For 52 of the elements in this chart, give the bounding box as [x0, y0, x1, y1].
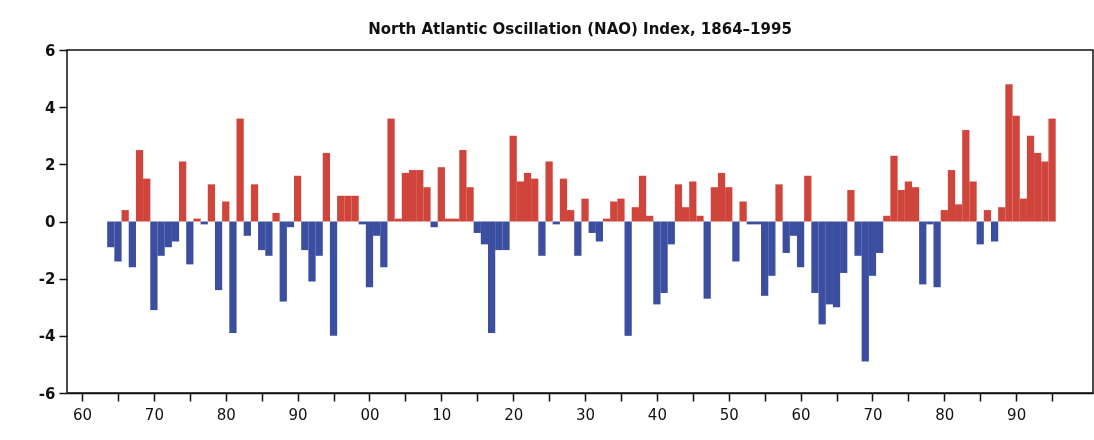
y-tick-label: 2	[45, 155, 56, 174]
bar	[624, 221, 632, 336]
bar	[222, 201, 230, 222]
bar	[186, 221, 194, 265]
bar	[322, 152, 330, 222]
x-tick-label: 20	[504, 405, 524, 424]
bar	[976, 221, 984, 245]
x-tick-label: 30	[575, 405, 596, 424]
bar	[732, 221, 740, 262]
x-tick-label: 40	[647, 405, 667, 424]
bar	[128, 221, 136, 268]
bar	[121, 210, 129, 222]
x-tick-label: 90	[288, 405, 308, 424]
x-tick-label: 70	[144, 405, 164, 424]
bar	[983, 210, 992, 222]
y-tick-label: 0	[45, 213, 56, 231]
bar	[990, 221, 999, 242]
x-tick-label: 00	[360, 405, 380, 424]
bar	[272, 212, 280, 222]
x-tick-label: 10	[432, 405, 452, 424]
x-tick-label: 80	[935, 405, 955, 424]
bar	[329, 221, 338, 336]
bar	[775, 184, 783, 222]
bar	[214, 221, 223, 291]
x-tick-label: 70	[863, 405, 883, 424]
bar	[703, 221, 711, 299]
y-tick-label: -4	[38, 327, 56, 346]
y-tick-label: -2	[38, 270, 56, 289]
y-tick-label: -6	[38, 384, 56, 403]
bar	[236, 118, 244, 222]
bar	[739, 201, 747, 222]
bar	[250, 184, 259, 222]
x-tick-label: 50	[719, 405, 739, 424]
bar	[293, 175, 302, 222]
chart-title: North Atlantic Oscillation (NAO) Index, 1864–1995	[368, 20, 792, 38]
bar	[538, 221, 546, 256]
x-tick-label: 90	[1007, 405, 1027, 424]
x-tick-label: 60	[73, 405, 93, 424]
x-tick-label: 80	[216, 405, 236, 424]
y-tick-label: 6	[45, 41, 56, 60]
bar	[574, 221, 582, 256]
bar	[193, 218, 201, 222]
bar	[804, 175, 812, 222]
y-tick-label: 4	[45, 98, 56, 117]
bar	[847, 190, 855, 222]
bar	[207, 184, 216, 222]
bar	[581, 198, 589, 222]
bar	[179, 161, 187, 222]
x-tick-label: 60	[791, 405, 811, 424]
bar	[243, 221, 251, 236]
bar	[545, 161, 553, 222]
bar	[229, 221, 237, 333]
